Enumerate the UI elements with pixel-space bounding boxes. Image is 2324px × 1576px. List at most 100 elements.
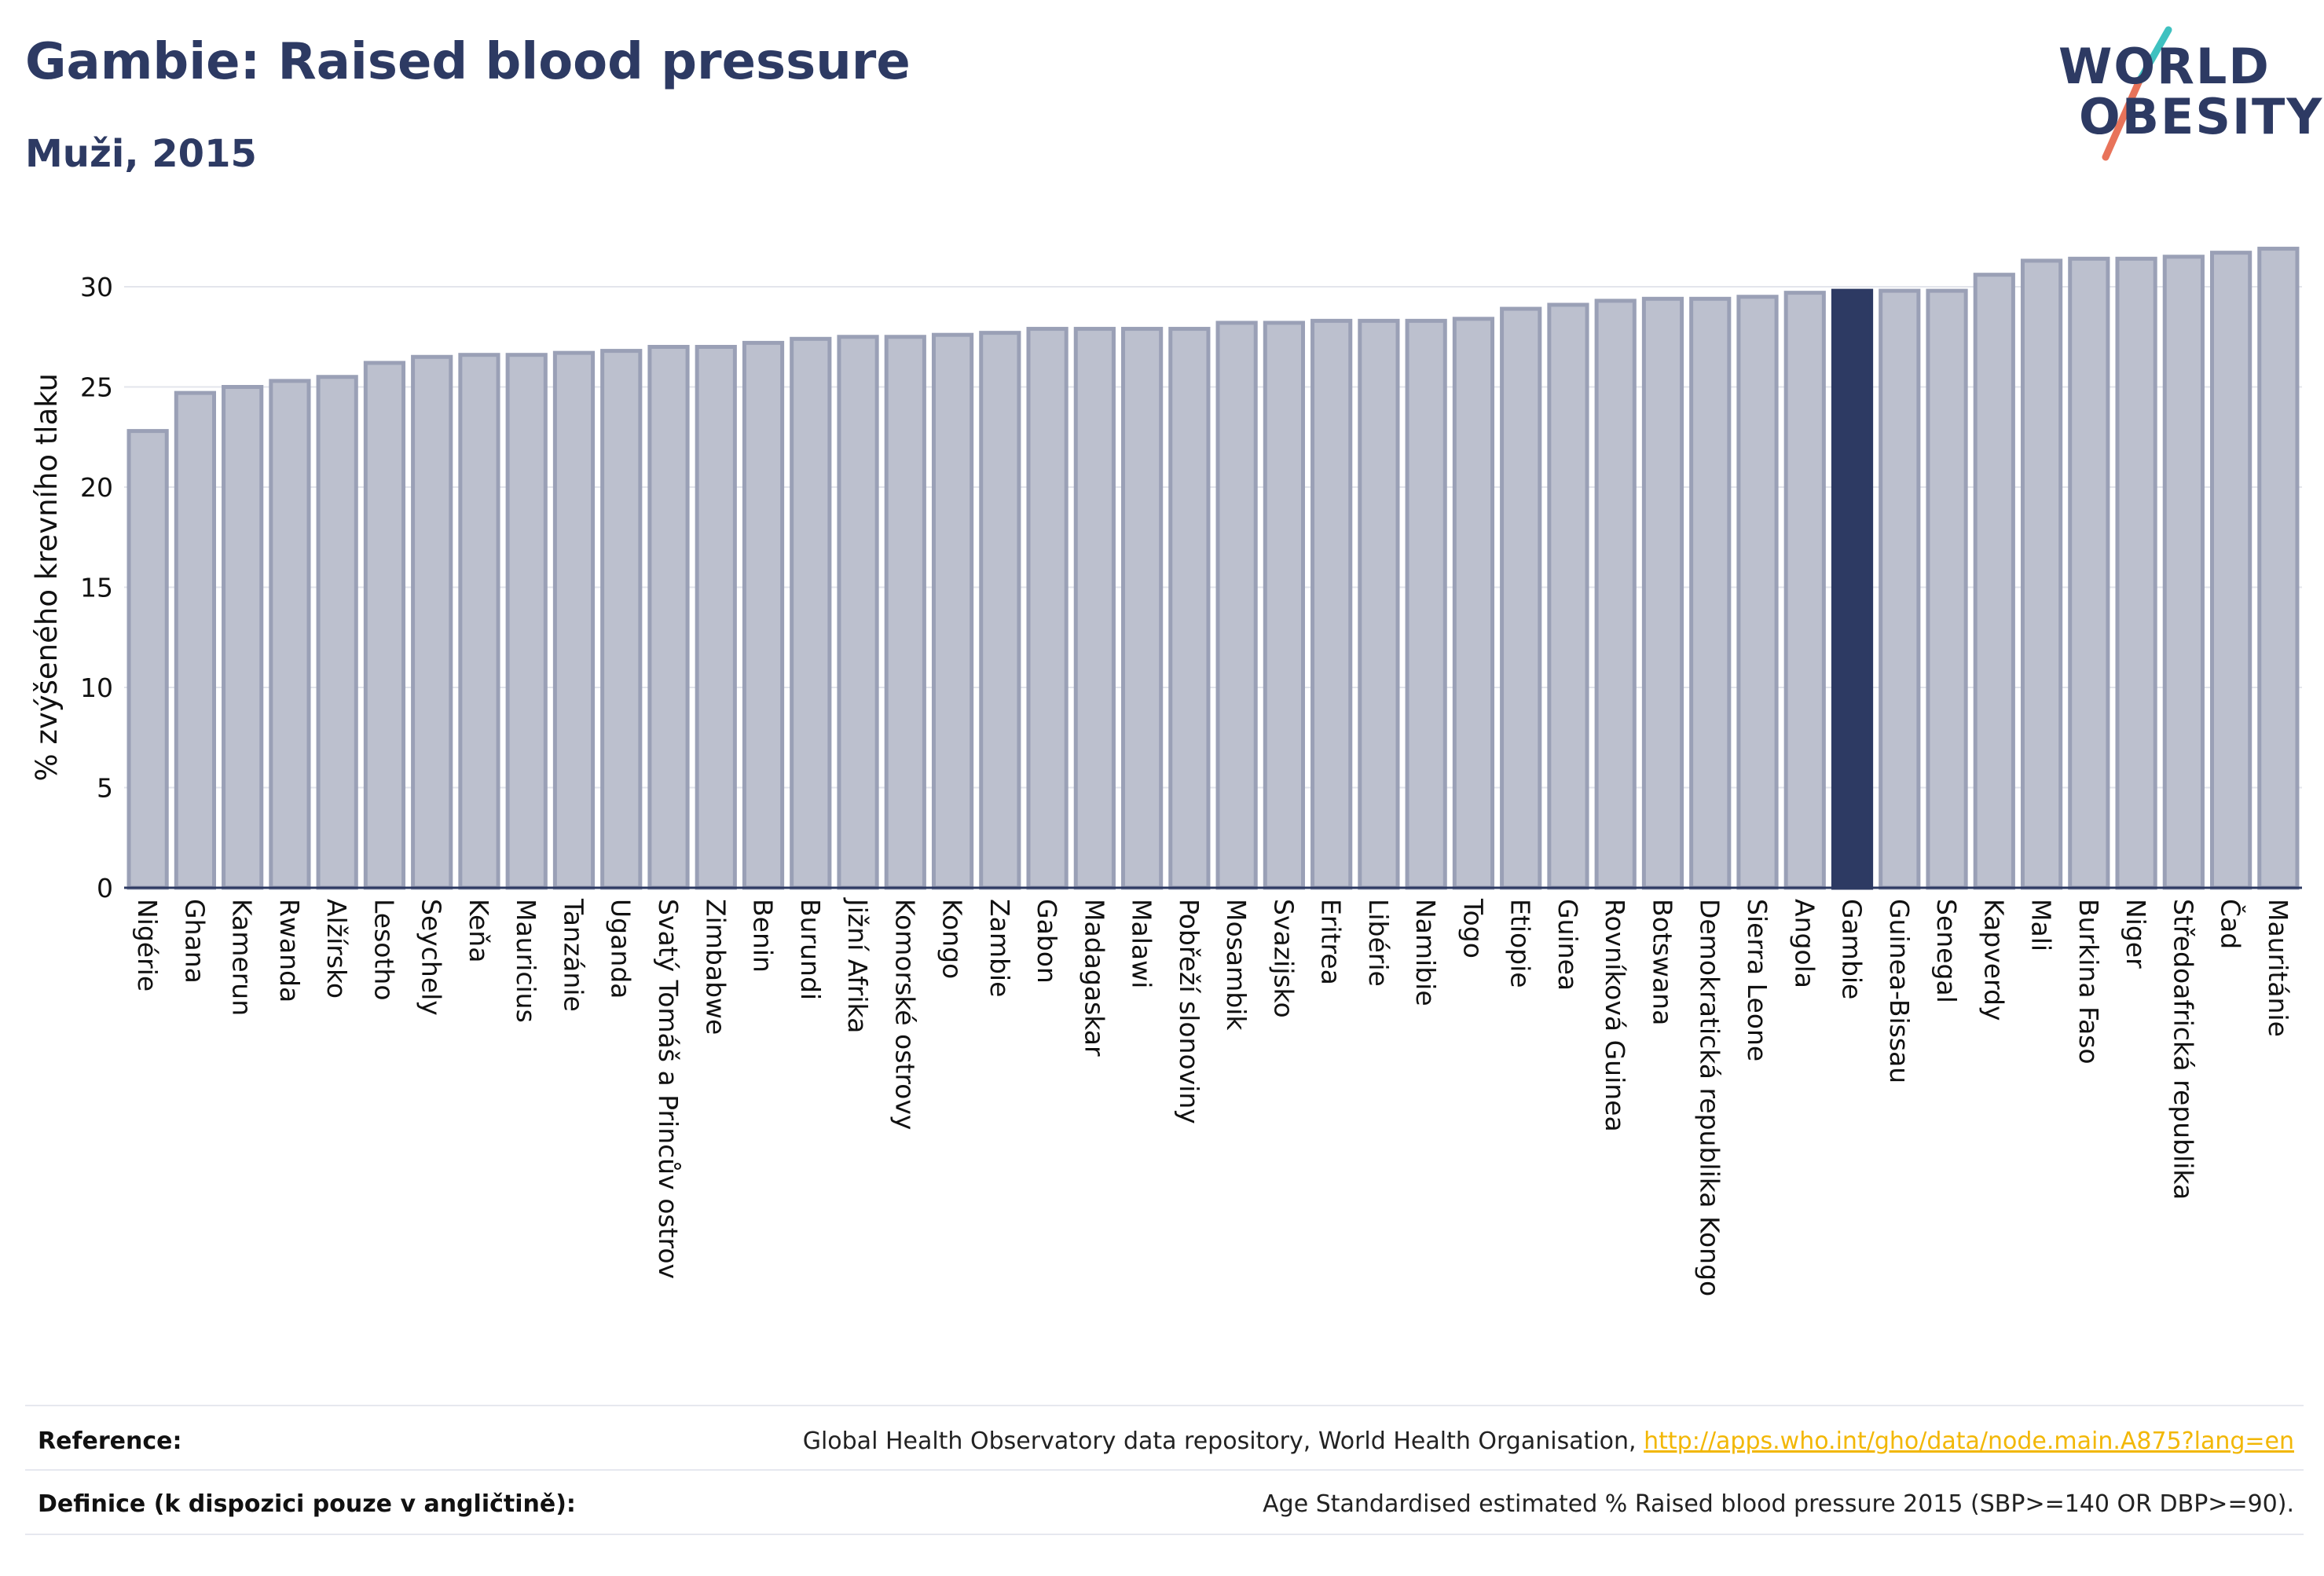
x-tick-label: Kamerun (227, 899, 258, 1016)
logo-text-obesity: OBESITY (2079, 88, 2324, 145)
bar (979, 331, 1021, 890)
bar (126, 429, 169, 890)
bar (222, 385, 264, 890)
x-tick-label: Burundi (795, 899, 826, 1000)
y-tick-label: 5 (97, 773, 113, 804)
x-tick-label: Kapverdy (1978, 899, 2009, 1021)
definition-text: Age Standardised estimated % Raised bloo… (1263, 1490, 2294, 1518)
reference-link[interactable]: http://apps.who.int/gho/data/node.main.A… (1644, 1428, 2294, 1455)
x-tick-label: Mauritánie (2263, 899, 2293, 1037)
bar (1073, 327, 1116, 890)
bar (505, 353, 548, 890)
x-tick-label: Kongo (937, 899, 968, 979)
bar (1831, 288, 1874, 890)
bar (552, 350, 596, 890)
bar (695, 345, 737, 890)
x-tick-label: Pobřeží slonoviny (1174, 899, 1204, 1124)
bar (1926, 288, 1968, 890)
bar (1641, 296, 1684, 890)
bar (2210, 251, 2253, 890)
bar (316, 375, 358, 890)
bar (2068, 256, 2110, 890)
bar (931, 332, 974, 890)
x-tick-label: Jižní Afrika (842, 897, 873, 1033)
bar (1783, 291, 1826, 890)
logo-slash-icon (2102, 26, 2172, 161)
y-tick-label: 15 (80, 573, 113, 603)
x-tick-label: Etiopie (1505, 899, 1536, 988)
bar (600, 349, 643, 890)
x-tick-label: Mali (2026, 899, 2057, 951)
x-tick-label: Mosambik (1221, 899, 1252, 1031)
y-tick-label: 20 (80, 472, 113, 503)
bar (1168, 327, 1211, 890)
world-obesity-logo: WORLD OBESITY (2051, 24, 2322, 165)
bar (837, 335, 879, 890)
reference-label: Reference: (38, 1428, 182, 1455)
bar (1405, 318, 1447, 890)
footer-divider (25, 1405, 2304, 1406)
reference-value: Global Health Observatory data repositor… (803, 1428, 2294, 1455)
x-tick-label: Alžírsko (321, 899, 352, 999)
bar (1973, 273, 2015, 890)
x-tick-label: Rwanda (274, 899, 305, 1002)
x-tick-label: Gabon (1032, 899, 1062, 984)
bar (1594, 299, 1637, 890)
bar (174, 390, 216, 890)
chart-title: Gambie: Raised blood pressure (25, 33, 911, 91)
bar (1358, 318, 1400, 890)
bar (1026, 327, 1069, 890)
y-tick-label: 0 (97, 873, 113, 903)
bar (1500, 306, 1542, 890)
bar (1263, 321, 1305, 890)
bar (742, 340, 785, 890)
bar-chart: 0 5 10 15 20 25 30 % zvýšeného krevního tlaku Ni… (30, 247, 2302, 1296)
x-tick-label: Čad (2216, 899, 2247, 949)
x-tick-label: Ghana (179, 899, 210, 984)
y-tick-label: 25 (80, 372, 113, 403)
x-tick-label: Niger (2121, 899, 2151, 969)
x-tick-label: Komorské ostrovy (889, 899, 920, 1130)
footer-definition-row: Definice (k dispozici pouze v angličtině… (25, 1473, 2304, 1536)
bar (2020, 258, 2063, 890)
x-tick-label: Rovníková Guinea (1600, 899, 1630, 1132)
bar (2257, 247, 2300, 890)
x-tick-label: Guinea (1552, 899, 1583, 991)
x-tick-label: Zimbabwe (700, 899, 731, 1035)
x-tick-label: Benin (748, 899, 779, 973)
x-tick-label: Nigérie (132, 899, 163, 991)
x-tick-label: Madagaskar (1079, 899, 1109, 1057)
x-tick-label: Gambie (1837, 899, 1868, 999)
x-tick-label: Malawi (1127, 899, 1157, 988)
logo-text-world: WORLD (2058, 38, 2271, 95)
bar (1736, 295, 1779, 890)
bar (790, 336, 832, 890)
bar (884, 335, 926, 890)
x-tick-label: Zambie (984, 899, 1015, 997)
x-tick-label: Burkina Faso (2073, 899, 2104, 1065)
y-axis-label: % zvýšeného krevního tlaku (30, 373, 64, 782)
x-tick-label: Mauricius (511, 899, 541, 1023)
x-tick-label: Uganda (606, 899, 636, 999)
x-tick-label: Sierra Leone (1742, 899, 1772, 1061)
bar (363, 361, 406, 890)
bar (1547, 302, 1589, 890)
bar (458, 353, 500, 890)
x-tick-label: Botswana (1647, 899, 1677, 1025)
y-tick-label: 30 (80, 272, 113, 302)
bar (1452, 317, 1495, 890)
x-tick-label: Angola (1789, 899, 1820, 988)
footer-divider (25, 1469, 2304, 1471)
definition-label: Definice (k dispozici pouze v angličtině… (38, 1490, 576, 1518)
chart-subtitle: Muži, 2015 (25, 132, 257, 176)
x-tick-label: Keňa (464, 899, 494, 962)
bar (269, 379, 311, 890)
bar (1879, 288, 1921, 890)
footer-divider (25, 1534, 2304, 1535)
x-tick-label: Tanzánie (558, 898, 588, 1012)
y-tick-label: 10 (80, 673, 113, 703)
reference-text: Global Health Observatory data repositor… (802, 1428, 1637, 1455)
x-tick-label: Eritrea (1316, 899, 1347, 985)
bar (1215, 321, 1258, 890)
x-tick-label: Středoafrická republika (2168, 899, 2198, 1200)
